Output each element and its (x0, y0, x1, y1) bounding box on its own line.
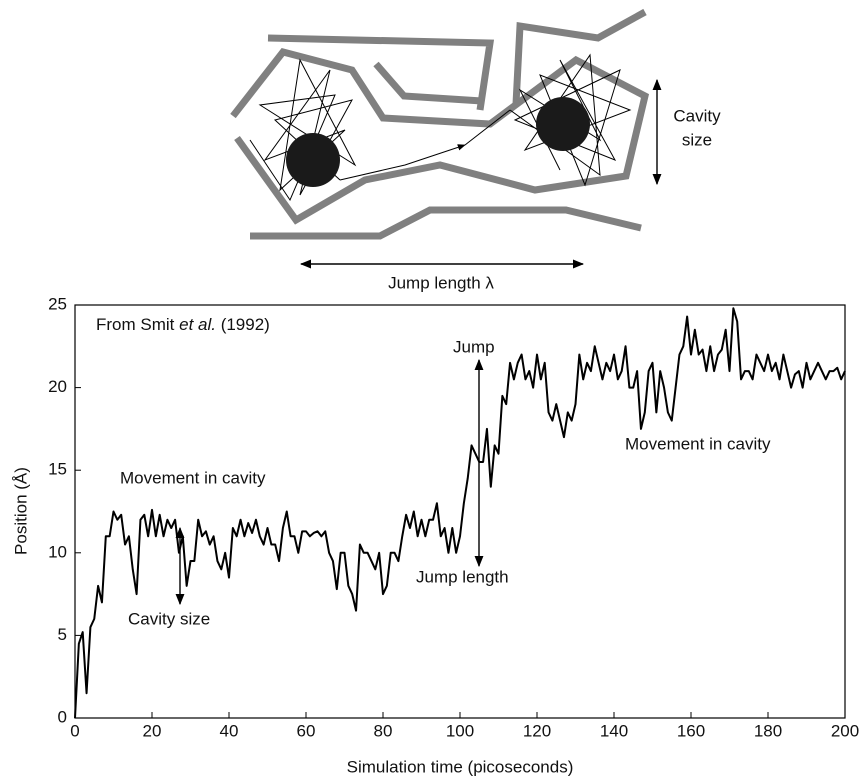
cavity-label: Cavity (673, 106, 721, 125)
wall (512, 8, 647, 105)
cavity-label: size (682, 130, 712, 149)
chart: From Smit et al. (1992) Movement in cavi… (11, 294, 859, 776)
annotation: Jump (453, 337, 495, 356)
trajectory (509, 53, 632, 187)
y-tick-label: 20 (48, 377, 67, 396)
x-tick-label: 40 (220, 721, 239, 740)
annotation-part: et al. (179, 315, 216, 334)
y-tick-label: 25 (48, 294, 67, 313)
y-tick-label: 5 (58, 625, 67, 644)
annotation-part: (1992) (216, 315, 270, 334)
wall (373, 61, 483, 105)
x-tick-label: 120 (523, 721, 551, 740)
x-tick-label: 80 (374, 721, 393, 740)
annotation: Movement in cavity (120, 468, 266, 487)
annotation: Jump length (416, 567, 509, 586)
annotation: Cavity size (128, 609, 210, 628)
annotation-part: From Smit (96, 315, 179, 334)
x-tick-label: 20 (143, 721, 162, 740)
series-line (74, 307, 846, 719)
jump-label: Jump length λ (388, 273, 494, 292)
y-axis-label: Position (Å) (11, 467, 30, 555)
trajectory (339, 144, 466, 181)
x-axis-label: Simulation time (picoseconds) (347, 757, 574, 776)
wall (267, 34, 495, 111)
wall (250, 206, 642, 240)
y-tick-label: 10 (48, 542, 67, 561)
annotation: From Smit et al. (1992) (96, 315, 270, 334)
y-tick-label: 15 (48, 460, 67, 479)
x-tick-label: 160 (677, 721, 705, 740)
molecule (286, 133, 340, 187)
x-tick-label: 200 (831, 721, 859, 740)
y-tick-label: 0 (58, 707, 67, 726)
x-tick-label: 0 (70, 721, 79, 740)
x-tick-label: 180 (754, 721, 782, 740)
x-tick-label: 100 (446, 721, 474, 740)
x-tick-label: 60 (297, 721, 316, 740)
wall (230, 48, 650, 225)
x-tick-label: 140 (600, 721, 628, 740)
molecule (536, 97, 590, 151)
annotation: Movement in cavity (625, 434, 771, 453)
diagram: Cavity size Jump length λ (230, 8, 721, 292)
trajectory (464, 109, 511, 146)
